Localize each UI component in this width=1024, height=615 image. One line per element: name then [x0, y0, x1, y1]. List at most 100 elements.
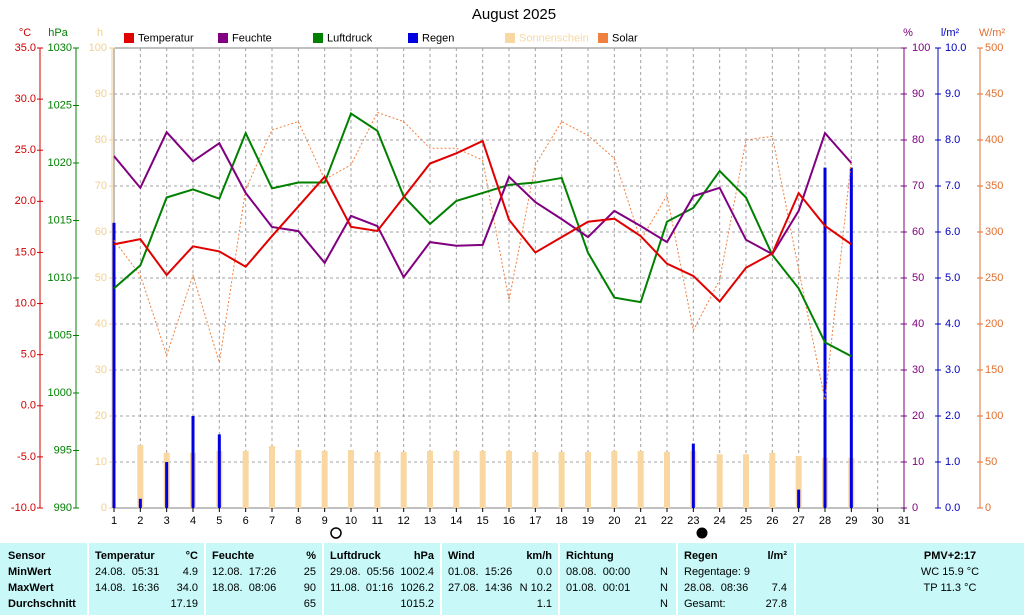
- table-cell: 27.08. 14:36: [448, 582, 512, 594]
- x-tick-label: 5: [216, 515, 222, 527]
- y-tick-label: 60: [912, 226, 924, 238]
- y-tick-label: 70: [95, 180, 107, 192]
- y-tick-label: 100: [89, 42, 107, 54]
- x-tick-label: 28: [819, 515, 831, 527]
- x-tick-label: 9: [322, 515, 328, 527]
- table-header: hPa: [414, 550, 435, 562]
- y-tick-label: 2.0: [945, 410, 960, 422]
- y-tick-label: 150: [985, 364, 1003, 376]
- y-tick-label: 5.0: [21, 349, 36, 361]
- legend-label: Regen: [422, 32, 454, 44]
- new-moon-icon: [696, 527, 708, 539]
- y-tick-label: 30: [912, 364, 924, 376]
- y-tick-label: 50: [985, 456, 997, 468]
- y-tick-label: 0.0: [945, 502, 960, 514]
- x-tick-label: 20: [608, 515, 620, 527]
- table-header: Wind: [448, 550, 475, 562]
- y-tick-label: 30: [95, 364, 107, 376]
- y-tick-label: 90: [912, 88, 924, 100]
- y-tick-label: 1000: [48, 387, 72, 399]
- y-tick-label: 100: [912, 42, 930, 54]
- y-tick-label: 5.0: [945, 272, 960, 284]
- bar: [769, 452, 776, 508]
- x-tick-label: 8: [295, 515, 301, 527]
- y-tick-label: 1020: [48, 157, 72, 169]
- axis-title: °C: [19, 27, 31, 39]
- y-tick-label: 0.0: [21, 400, 36, 412]
- bar: [585, 451, 591, 508]
- y-tick-label: 1010: [48, 272, 72, 284]
- y-tick-label: 40: [912, 318, 924, 330]
- bar: [664, 451, 670, 508]
- bar: [165, 462, 169, 508]
- table-header: Temperatur: [95, 550, 155, 562]
- marks: [112, 111, 855, 509]
- table-cell: WC 15.9 °C: [921, 566, 979, 578]
- bar: [691, 443, 695, 508]
- table-header: °C: [186, 550, 198, 562]
- table-cell: 14.08. 16:36: [95, 582, 159, 594]
- table-cell: 25: [304, 566, 316, 578]
- x-tick-label: 7: [269, 515, 275, 527]
- x-tick-label: 11: [372, 515, 383, 527]
- bar: [716, 454, 723, 508]
- series-line: [113, 111, 852, 401]
- table-cell: N: [660, 598, 668, 610]
- table-header: Luftdruck: [330, 550, 382, 562]
- y-tick-label: 250: [985, 272, 1003, 284]
- bar: [374, 451, 381, 508]
- full-moon-icon: [330, 527, 342, 539]
- bar: [191, 416, 195, 508]
- y-tick-label: 200: [985, 318, 1003, 330]
- y-tick-label: 990: [54, 502, 72, 514]
- table-cell: 11.08. 01:16: [330, 582, 393, 594]
- bar: [797, 489, 801, 508]
- y-tick-label: 4.0: [945, 318, 960, 330]
- y-tick-label: 20: [912, 410, 924, 422]
- table-cell: Regentage: 9: [684, 566, 750, 578]
- x-tick-label: 12: [398, 515, 410, 527]
- table-cell: MinWert: [8, 566, 52, 578]
- x-tick-label: 1: [111, 515, 117, 527]
- x-tick-label: 26: [766, 515, 778, 527]
- x-tick-label: 10: [345, 515, 357, 527]
- y-tick-label: 500: [985, 42, 1003, 54]
- bar: [849, 167, 853, 508]
- legend-swatch: [598, 33, 608, 43]
- legend-label: Sonnenschein: [519, 32, 589, 44]
- table-header: km/h: [526, 550, 552, 562]
- y-tick-label: 1015: [48, 214, 72, 226]
- y-tick-label: 50: [95, 272, 107, 284]
- table-cell: 08.08. 00:00: [566, 566, 630, 578]
- y-tick-label: 1005: [48, 329, 72, 341]
- table-cell: N: [660, 582, 668, 594]
- y-tick-label: 30.0: [15, 93, 36, 105]
- table-cell: 1.1: [537, 598, 552, 610]
- bar: [637, 450, 644, 508]
- x-tick-label: 24: [714, 515, 726, 527]
- y-tick-label: 10.0: [945, 42, 966, 54]
- y-tick-label: -5.0: [17, 451, 36, 463]
- x-tick-label: 25: [740, 515, 752, 527]
- y-tick-label: 0: [912, 502, 918, 514]
- table-cell: 29.08. 05:56: [330, 566, 394, 578]
- table-cell: 65: [304, 598, 316, 610]
- x-tick-label: 16: [503, 515, 515, 527]
- bar: [138, 498, 142, 508]
- y-tick-label: 35.0: [15, 42, 36, 54]
- y-tick-label: 70: [912, 180, 924, 192]
- table-header: Richtung: [566, 550, 614, 562]
- y-tick-label: 1030: [48, 42, 72, 54]
- table-header: Feuchte: [212, 550, 254, 562]
- table-cell: 24.08. 05:31: [95, 566, 159, 578]
- y-tick-label: 1025: [48, 99, 72, 111]
- table-cell: 90: [304, 582, 316, 594]
- table-cell: 1026.2: [400, 582, 434, 594]
- legend-label: Luftdruck: [327, 32, 373, 44]
- bar: [795, 456, 802, 508]
- y-tick-label: 40: [95, 318, 107, 330]
- x-tick-label: 30: [872, 515, 884, 527]
- y-tick-label: 6.0: [945, 226, 960, 238]
- bar: [611, 450, 618, 508]
